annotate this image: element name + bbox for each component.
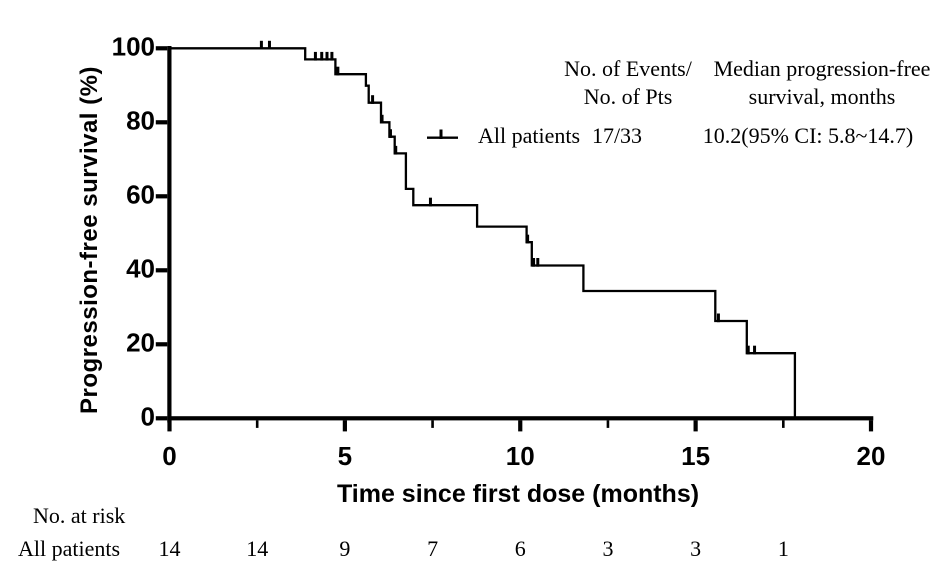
y-tick-label-60: 60 <box>126 179 155 210</box>
at-risk-count-t7.5: 7 <box>427 536 439 561</box>
median-column-header-line2: survival, months <box>748 84 896 109</box>
median-column-header-line1: Median progression-free <box>713 56 931 81</box>
x-axis-minor-tick <box>606 420 610 428</box>
y-axis-tick <box>155 268 168 273</box>
at-risk-count-t5: 9 <box>339 536 351 561</box>
x-tick-label-20: 20 <box>856 441 886 471</box>
at-risk-count-t2.5: 14 <box>246 536 269 561</box>
at-risk-count-t15: 3 <box>690 536 702 561</box>
at-risk-count-t0: 14 <box>158 536 181 561</box>
x-axis-minor-tick <box>255 420 259 428</box>
x-axis-minor-tick <box>431 420 434 428</box>
y-axis-tick <box>155 194 168 199</box>
x-axis-line <box>167 416 874 421</box>
x-tick-label-0: 0 <box>162 441 177 471</box>
events-column-header-line1: No. of Events/ <box>564 56 692 81</box>
y-tick-label-80: 80 <box>126 105 155 136</box>
y-axis-tick <box>155 416 168 421</box>
legend-events-value: 17/33 <box>591 123 643 148</box>
y-tick-label-20: 20 <box>126 327 155 358</box>
at-risk-title: No. at risk <box>33 503 126 528</box>
y-tick-label-40: 40 <box>126 253 155 284</box>
x-axis-major-tick <box>342 420 347 432</box>
at-risk-count-t17.5: 1 <box>777 536 789 561</box>
x-axis-minor-tick <box>782 420 785 428</box>
y-axis-tick <box>155 120 168 125</box>
legend-median-value: 10.2(95% CI: 5.8~14.7) <box>702 123 914 148</box>
x-tick-label-15: 15 <box>681 441 711 471</box>
x-axis-title: Time since first dose (months) <box>336 480 700 508</box>
km-curve-all-patients <box>169 47 797 418</box>
x-axis-major-tick <box>868 420 874 432</box>
y-axis-tick <box>155 46 168 51</box>
y-tick-label-0: 0 <box>140 401 155 432</box>
x-axis-major-tick <box>167 420 172 432</box>
at-risk-count-t12.5: 3 <box>602 536 614 561</box>
y-tick-label-100: 100 <box>111 31 155 62</box>
y-axis-tick <box>155 342 168 347</box>
x-axis-major-tick <box>693 420 698 432</box>
x-tick-label-5: 5 <box>337 441 353 471</box>
at-risk-count-t10: 6 <box>514 536 526 561</box>
events-column-header-line2: No. of Pts <box>583 84 673 109</box>
x-axis-major-tick <box>518 420 523 432</box>
x-tick-label-10: 10 <box>505 441 535 471</box>
y-axis-spine <box>167 46 172 423</box>
at-risk-row-label: All patients <box>18 536 121 561</box>
legend-series-label: All patients <box>478 123 581 148</box>
